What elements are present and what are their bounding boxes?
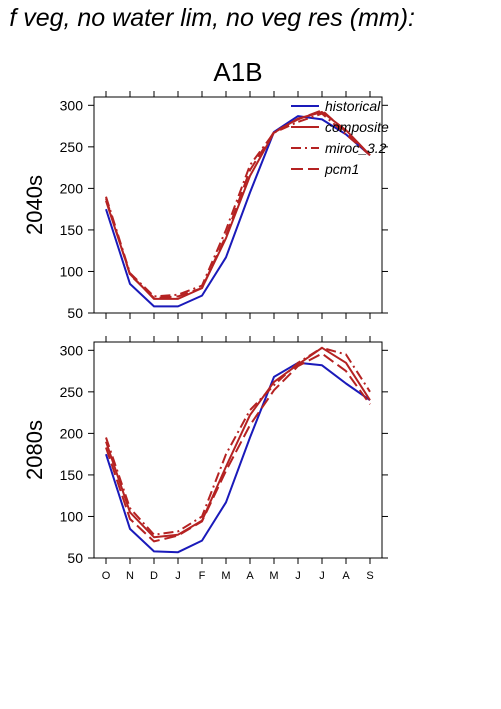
y-tick-label: 200 [60,180,84,196]
x-tick-label: O [102,570,111,582]
x-tick-label: J [295,570,301,582]
x-tick-label: M [221,570,230,582]
panel-2040s: 50 100 150 200 250 300 2040s historical composit… [22,91,389,321]
legend-label-miroc_3.2: miroc_3.2 [325,140,387,156]
y-tick-label: 100 [60,508,84,524]
y-tick-label: 150 [60,222,84,238]
legend-label-composite: composite [325,119,389,135]
series-line-composite [105,346,371,539]
scenario-title: A1B [213,57,262,87]
y-tick-label: 300 [60,97,84,113]
legend-label-pcm1: pcm1 [324,161,359,177]
series-line-historical [105,361,371,554]
x-tick-label: F [199,570,206,582]
x-tick-label: J [319,570,325,582]
series-line-historical [105,115,371,308]
series-line-miroc_3.2 [105,346,371,536]
y-tick-label: 150 [60,467,84,483]
figure-suptitle-text: f veg, no water lim, no veg res (mm): [9,4,415,32]
series-line-pcm1 [105,352,371,543]
y-tick-label: 250 [60,384,84,400]
x-tick-label: M [269,570,278,582]
x-tick-label: D [150,570,158,582]
x-tick-label: N [126,570,134,582]
series-line-pcm1 [105,109,371,299]
x-tick-label: S [366,570,373,582]
panel-label: 2040s [22,175,47,235]
y-tick-label: 300 [60,342,84,358]
x-tick-label: J [175,570,181,582]
legend: historical composite miroc_3.2 pcm1 [291,98,389,177]
panel-label: 2080s [22,420,47,480]
plot-frame [93,96,383,314]
x-tick-label: A [342,570,350,582]
y-tick-label: 50 [67,305,83,321]
y-tick-label: 200 [60,425,84,441]
y-tick-label: 250 [60,139,84,155]
legend-label-historical: historical [325,98,381,114]
x-tick-label: A [246,570,254,582]
chart-panels: 50 100 150 200 250 300 2040s historical composit… [22,91,389,582]
series-line-miroc_3.2 [105,112,371,298]
plot-frame [93,341,383,559]
y-tick-label: 100 [60,263,84,279]
y-tick-label: 50 [67,550,83,566]
panel-2080s: 50 100 150 200 250 300 O N D J F M A M J J A S 2080s [22,336,388,582]
